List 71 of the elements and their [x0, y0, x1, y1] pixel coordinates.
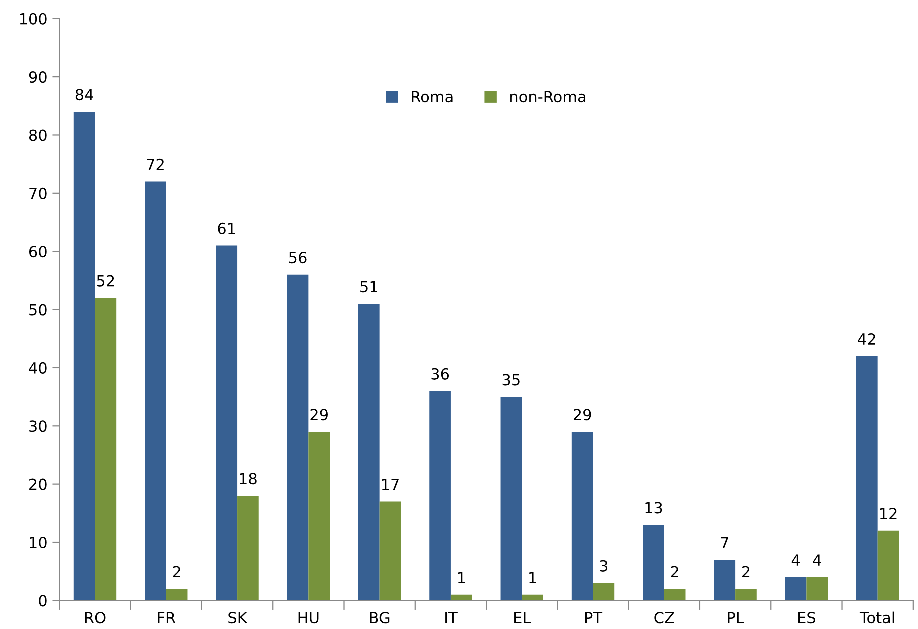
x-tick-label: RO — [85, 612, 106, 624]
bar — [216, 246, 238, 601]
y-tick-label: 20 — [30, 478, 47, 490]
bar — [572, 432, 594, 601]
y-tick-label: 60 — [29, 246, 47, 258]
bar — [358, 304, 380, 601]
data-label: 4 — [813, 554, 822, 566]
data-label: 42 — [858, 333, 876, 345]
bar — [856, 356, 878, 601]
data-label: 2 — [671, 566, 678, 578]
data-label: 35 — [502, 374, 520, 386]
bar — [736, 589, 757, 601]
y-tick-label: 80 — [29, 130, 47, 142]
bar — [74, 112, 96, 601]
y-tick-label: 90 — [29, 72, 47, 84]
x-tick-label: PL — [728, 612, 744, 624]
bar — [287, 274, 309, 601]
bar — [308, 432, 330, 601]
bar — [785, 577, 807, 601]
y-tick-label: 0 — [39, 595, 47, 607]
data-label: 13 — [646, 502, 662, 514]
bar — [806, 577, 828, 601]
x-tick-label: EL — [514, 612, 532, 624]
x-tick-label: SK — [228, 612, 248, 624]
bar — [593, 583, 615, 601]
y-tick-label: 50 — [30, 304, 47, 316]
x-tick-label: IT — [446, 612, 458, 624]
x-tick-label: BG — [370, 612, 390, 624]
y-tick-label: 100 — [20, 13, 47, 25]
x-tick-label: HU — [298, 612, 319, 624]
data-label: 2 — [742, 566, 750, 578]
bar — [166, 589, 188, 601]
data-label: 56 — [289, 252, 307, 264]
bar — [878, 530, 900, 601]
bar — [95, 298, 117, 601]
x-tick-label: FR — [158, 612, 176, 624]
data-label: 18 — [240, 473, 257, 485]
bar — [664, 589, 686, 601]
data-label: 7 — [721, 537, 728, 548]
bar — [643, 525, 664, 601]
data-label: 84 — [76, 89, 94, 101]
data-label: 61 — [218, 222, 236, 234]
data-label: 36 — [432, 368, 450, 380]
bar — [145, 182, 166, 601]
x-tick-label: ES — [798, 612, 816, 624]
data-label: 72 — [147, 158, 164, 170]
y-tick-label: 30 — [30, 420, 47, 432]
data-label: 51 — [360, 281, 378, 293]
data-label: 4 — [792, 554, 800, 566]
bar — [714, 560, 736, 601]
bar — [430, 391, 451, 601]
legend-label: non-Roma — [510, 91, 586, 103]
data-label: 17 — [382, 479, 399, 490]
data-label: 52 — [97, 275, 114, 287]
data-label: 29 — [310, 409, 328, 421]
x-tick-label: Total — [860, 612, 894, 624]
bar — [500, 397, 522, 601]
y-tick-label: 10 — [30, 536, 47, 549]
y-tick-label: 70 — [30, 188, 47, 200]
bar — [380, 502, 402, 601]
y-tick-label: 40 — [29, 362, 47, 374]
x-tick-label: CZ — [654, 612, 674, 624]
x-tick-label: PT — [585, 612, 603, 624]
data-label: 2 — [173, 566, 180, 578]
data-label: 12 — [880, 508, 897, 520]
data-label: 29 — [574, 409, 592, 421]
data-label: 1 — [458, 572, 466, 584]
bar — [238, 496, 259, 601]
data-label: 3 — [600, 560, 608, 572]
legend-label: Roma — [412, 91, 453, 103]
data-label: 1 — [530, 572, 536, 584]
